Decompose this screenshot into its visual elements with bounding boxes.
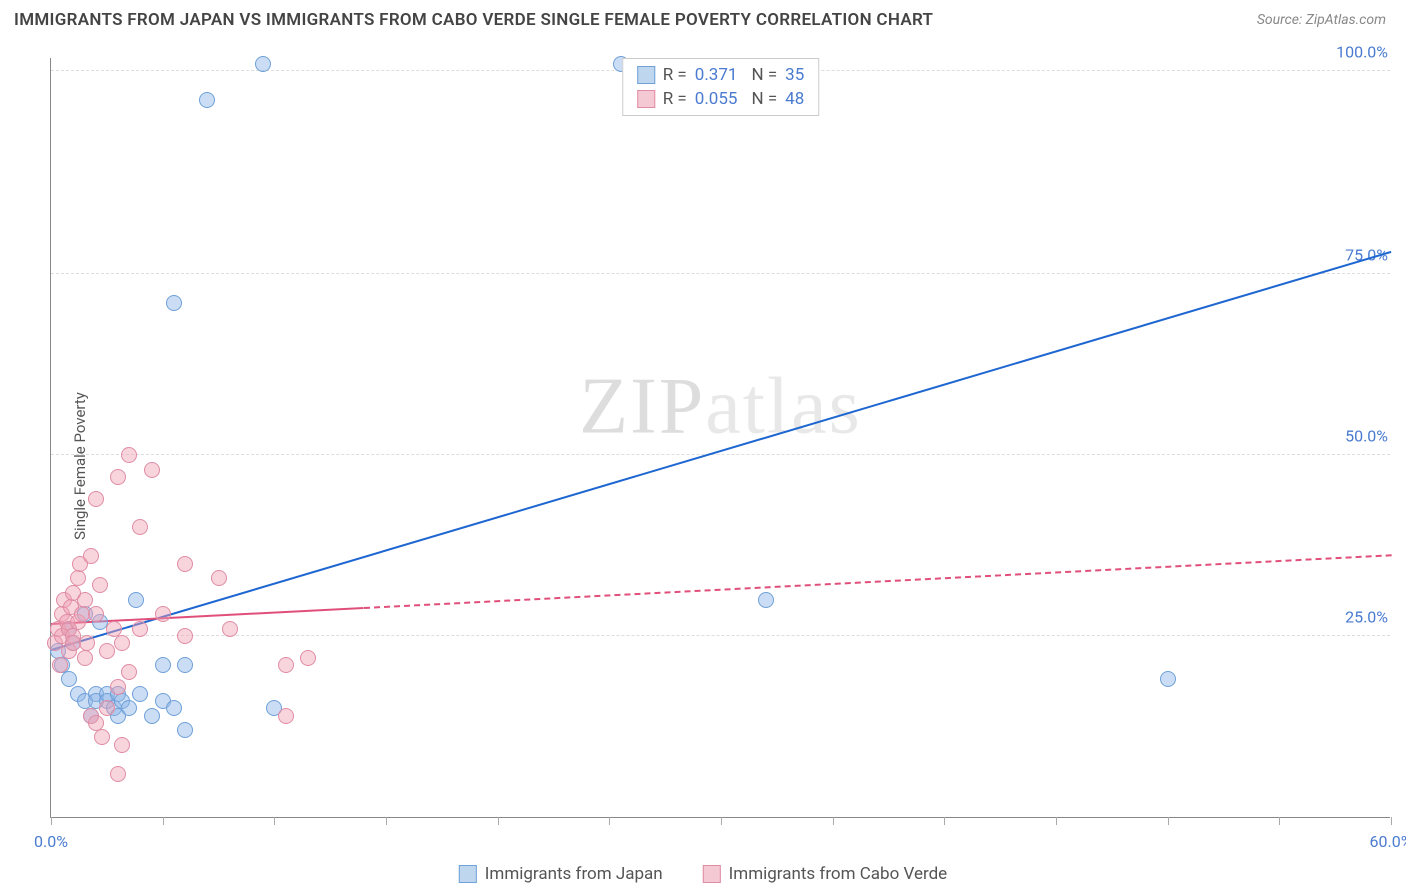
x-tick	[498, 817, 499, 825]
data-point	[77, 592, 93, 608]
data-point	[99, 700, 115, 716]
data-point	[132, 686, 148, 702]
gridline	[51, 454, 1390, 455]
y-tick-label: 25.0%	[1341, 608, 1392, 627]
chart-container: Single Female Poverty ZIPatlas R = 0.371…	[0, 40, 1406, 892]
x-tick	[944, 817, 945, 825]
x-tick	[1056, 817, 1057, 825]
x-tick	[163, 817, 164, 825]
watermark: ZIPatlas	[579, 362, 862, 453]
data-point	[110, 679, 126, 695]
swatch-caboverde-icon	[703, 865, 721, 883]
data-point	[79, 635, 95, 651]
data-point	[300, 650, 316, 666]
data-point	[144, 462, 160, 478]
data-point	[99, 643, 115, 659]
x-tick	[609, 817, 610, 825]
x-tick	[833, 817, 834, 825]
data-point	[110, 469, 126, 485]
r-label: R =	[663, 65, 687, 85]
n-value-japan: 35	[785, 65, 804, 85]
data-point	[166, 700, 182, 716]
data-point	[114, 737, 130, 753]
data-point	[88, 606, 104, 622]
watermark-light: atlas	[705, 363, 862, 451]
r-label: R =	[663, 89, 687, 109]
legend-row-caboverde: R = 0.055 N = 48	[637, 87, 805, 111]
data-point	[114, 635, 130, 651]
data-point	[177, 722, 193, 738]
n-label: N =	[751, 89, 777, 109]
n-label: N =	[751, 65, 777, 85]
data-point	[1160, 671, 1176, 687]
data-point	[61, 671, 77, 687]
data-point	[155, 606, 171, 622]
swatch-caboverde	[637, 90, 655, 108]
gridline	[51, 273, 1390, 274]
data-point	[128, 592, 144, 608]
gridline	[51, 635, 1390, 636]
legend-item-japan: Immigrants from Japan	[459, 864, 663, 884]
swatch-japan	[637, 66, 655, 84]
x-tick	[1168, 817, 1169, 825]
x-tick-label: 0.0%	[34, 832, 68, 851]
x-tick-label: 60.0%	[1370, 832, 1406, 851]
r-value-caboverde: 0.055	[695, 89, 738, 109]
x-tick	[1279, 817, 1280, 825]
data-point	[110, 766, 126, 782]
y-tick-label: 100.0%	[1332, 43, 1392, 62]
data-point	[92, 577, 108, 593]
data-point	[155, 657, 171, 673]
legend-item-caboverde: Immigrants from Cabo Verde	[703, 864, 948, 884]
chart-title: IMMIGRANTS FROM JAPAN VS IMMIGRANTS FROM…	[14, 10, 933, 30]
series-legend: Immigrants from Japan Immigrants from Ca…	[459, 864, 947, 884]
x-tick	[51, 817, 52, 825]
correlation-legend: R = 0.371 N = 35 R = 0.055 N = 48	[622, 58, 820, 116]
data-point	[177, 628, 193, 644]
x-tick	[1391, 817, 1392, 825]
plot-area: ZIPatlas R = 0.371 N = 35 R = 0.055 N = …	[50, 58, 1390, 818]
legend-label-caboverde: Immigrants from Cabo Verde	[729, 864, 948, 884]
data-point	[177, 556, 193, 572]
legend-label-japan: Immigrants from Japan	[485, 864, 663, 884]
legend-row-japan: R = 0.371 N = 35	[637, 63, 805, 87]
data-point	[106, 621, 122, 637]
data-point	[278, 708, 294, 724]
data-point	[177, 657, 193, 673]
data-point	[121, 447, 137, 463]
data-point	[88, 491, 104, 507]
y-tick-label: 75.0%	[1341, 246, 1392, 265]
x-tick	[721, 817, 722, 825]
data-point	[121, 700, 137, 716]
data-point	[121, 664, 137, 680]
y-tick-label: 50.0%	[1341, 427, 1392, 446]
data-point	[758, 592, 774, 608]
data-point	[144, 708, 160, 724]
data-point	[132, 621, 148, 637]
data-point	[278, 657, 294, 673]
data-point	[83, 548, 99, 564]
data-point	[52, 657, 68, 673]
source-attribution: Source: ZipAtlas.com	[1257, 12, 1386, 28]
watermark-bold: ZIP	[579, 363, 705, 451]
data-point	[255, 56, 271, 72]
x-tick	[274, 817, 275, 825]
r-value-japan: 0.371	[695, 65, 738, 85]
data-point	[70, 570, 86, 586]
data-point	[222, 621, 238, 637]
data-point	[77, 650, 93, 666]
x-tick	[386, 817, 387, 825]
data-point	[132, 519, 148, 535]
n-value-caboverde: 48	[785, 89, 804, 109]
data-point	[211, 570, 227, 586]
title-bar: IMMIGRANTS FROM JAPAN VS IMMIGRANTS FROM…	[0, 0, 1406, 36]
data-point	[199, 92, 215, 108]
trend-line	[364, 554, 1391, 609]
data-point	[166, 295, 182, 311]
data-point	[94, 729, 110, 745]
swatch-japan-icon	[459, 865, 477, 883]
